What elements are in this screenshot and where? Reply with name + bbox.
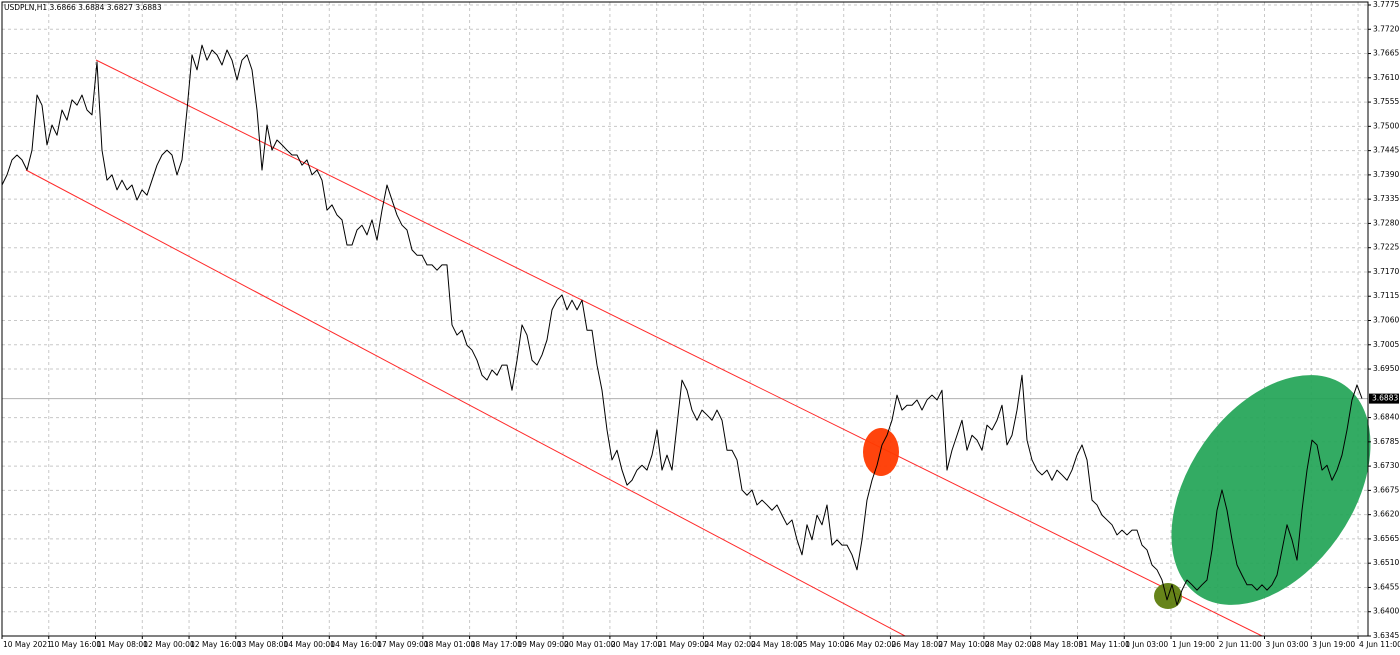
y-tick-label: 3.6345 [1373,631,1399,640]
x-tick-label: 1 Jun 19:00 [1172,640,1215,649]
x-tick-label: 12 May 00:00 [143,640,195,649]
y-tick-label: 3.6510 [1373,558,1399,567]
y-tick-label: 3.6455 [1373,582,1399,591]
y-tick-label: 3.7500 [1373,121,1399,130]
y-tick-label: 3.7005 [1373,340,1399,349]
x-tick-label: 1 Jun 03:00 [1125,640,1168,649]
y-tick-label: 3.7555 [1373,97,1399,106]
y-tick-label: 3.6675 [1373,485,1399,494]
channel-lower-line [25,169,906,637]
rally-highlight [1171,375,1371,605]
last-price-label: 3.6883 [1372,394,1398,403]
x-tick-label: 20 May 17:00 [611,640,663,649]
x-tick-label: 4 Jun 11:00 [1359,640,1400,649]
y-tick-label: 3.7225 [1373,243,1399,252]
y-tick-label: 3.6730 [1373,461,1399,470]
y-tick-label: 3.6400 [1373,607,1399,616]
y-tick-label: 3.6620 [1373,510,1399,519]
y-tick-label: 3.7060 [1373,316,1399,325]
x-tick-label: 17 May 09:00 [377,640,429,649]
plot-border [1,1,1369,637]
line-layer [1,44,1363,606]
y-tick-label: 3.7610 [1373,73,1399,82]
x-tick-label: 14 May 16:00 [330,640,382,649]
x-tick-label: 21 May 09:00 [658,640,710,649]
x-tick-label: 24 May 18:00 [751,640,803,649]
x-tick-label: 28 May 18:00 [1032,640,1084,649]
grid-layer [2,2,1368,637]
x-tick-label: 20 May 01:00 [564,640,616,649]
channel-upper-line [95,59,1263,637]
y-tick-label: 3.7720 [1373,24,1399,33]
x-tick-label: 11 May 08:00 [97,640,149,649]
x-tick-label: 25 May 10:00 [798,640,850,649]
x-tick-label: 14 May 00:00 [284,640,336,649]
y-tick-label: 3.7170 [1373,267,1399,276]
x-tick-label: 18 May 01:00 [424,640,476,649]
chart-title: USDPLN,H1 3.6866 3.6884 3.6827 3.6883 [4,3,162,12]
y-tick-label: 3.7775 [1373,0,1399,9]
y-tick-label: 3.7335 [1373,194,1399,203]
x-tick-label: 27 May 10:00 [938,640,990,649]
y-tick-label: 3.6785 [1373,437,1399,446]
x-tick-label: 31 May 11:00 [1079,640,1131,649]
breakout-highlight [863,428,899,476]
x-tick-label: 18 May 17:00 [471,640,523,649]
x-tick-label: 24 May 02:00 [704,640,756,649]
x-tick-label: 3 Jun 19:00 [1312,640,1355,649]
x-tick-label: 26 May 18:00 [891,640,943,649]
x-tick-label: 28 May 02:00 [985,640,1037,649]
y-tick-label: 3.7115 [1373,291,1399,300]
y-tick-label: 3.6840 [1373,413,1399,422]
x-tick-label: 26 May 02:00 [845,640,897,649]
x-tick-label: 19 May 09:00 [517,640,569,649]
x-tick-label: 2 Jun 11:00 [1219,640,1262,649]
x-tick-label: 10 May 2021 [3,640,52,649]
y-tick-label: 3.6950 [1373,364,1399,373]
y-tick-label: 3.7665 [1373,49,1399,58]
price-line [1,44,1363,606]
last-price-tag [1369,393,1399,404]
y-tick-label: 3.7445 [1373,146,1399,155]
x-tick-label: 13 May 08:00 [237,640,289,649]
x-tick-label: 10 May 16:00 [50,640,102,649]
y-tick-label: 3.6565 [1373,534,1399,543]
x-tick-label: 3 Jun 03:00 [1266,640,1309,649]
x-tick-label: 12 May 16:00 [190,640,242,649]
y-tick-label: 3.7390 [1373,170,1399,179]
y-tick-label: 3.7280 [1373,218,1399,227]
